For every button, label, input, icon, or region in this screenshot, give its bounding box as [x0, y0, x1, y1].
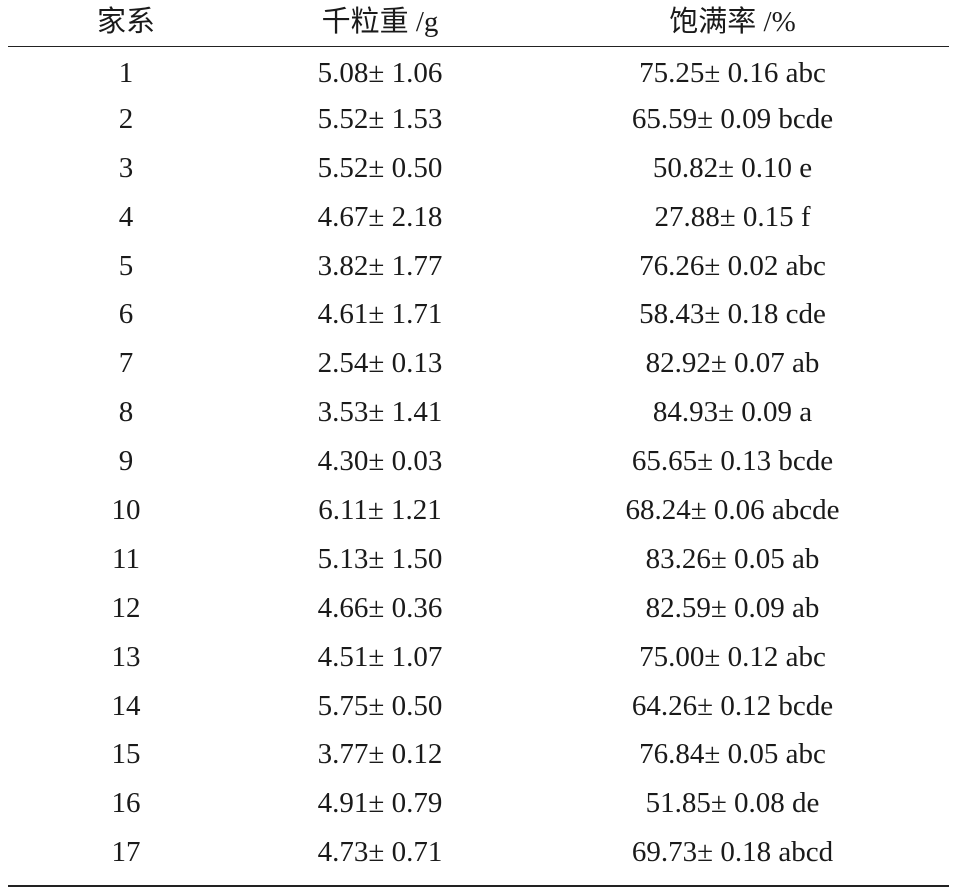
cell-thousand-grain-weight: 5.52± 1.53	[317, 102, 443, 135]
table-row: 11 5.13± 1.50 83.26± 0.05 ab	[8, 535, 949, 584]
cell-thousand-grain-weight: 5.75± 0.50	[317, 689, 443, 722]
cell-family: 7	[118, 347, 134, 380]
table-row: 5 3.82± 1.77 76.26± 0.02 abc	[8, 242, 949, 291]
cell-thousand-grain-weight: 5.13± 1.50	[317, 542, 443, 575]
table-row: 8 3.53± 1.41 84.93± 0.09 a	[8, 388, 949, 437]
table-row: 2 5.52± 1.53 65.59± 0.09 bcde	[8, 95, 949, 144]
cell-family: 16	[111, 787, 141, 820]
cell-family: 1	[118, 57, 134, 90]
table-row: 16 4.91± 0.79 51.85± 0.08 de	[8, 779, 949, 828]
table-row: 14 5.75± 0.50 64.26± 0.12 bcde	[8, 682, 949, 731]
cell-plumpness-rate: 84.93± 0.09 a	[652, 396, 813, 429]
table-row: 6 4.61± 1.71 58.43± 0.18 cde	[8, 290, 949, 339]
table-row: 12 4.66± 0.36 82.59± 0.09 ab	[8, 584, 949, 633]
cell-plumpness-rate: 76.84± 0.05 abc	[639, 738, 826, 771]
cell-thousand-grain-weight: 4.66± 0.36	[317, 591, 443, 624]
cell-thousand-grain-weight: 2.54± 0.13	[317, 347, 443, 380]
cell-plumpness-rate: 76.26± 0.02 abc	[639, 249, 826, 282]
cell-plumpness-rate: 64.26± 0.12 bcde	[631, 689, 834, 722]
cell-plumpness-rate: 68.24± 0.06 abcde	[625, 493, 840, 526]
header-row: 家系 千粒重 /g 饱满率 /%	[8, 0, 949, 46]
cell-family: 12	[111, 591, 141, 624]
table-row: 17 4.73± 0.71 69.73± 0.18 abcd	[8, 828, 949, 877]
cell-thousand-grain-weight: 3.53± 1.41	[317, 396, 443, 429]
cell-plumpness-rate: 75.25± 0.16 abc	[639, 57, 826, 90]
table-row: 10 6.11± 1.21 68.24± 0.06 abcde	[8, 486, 949, 535]
cell-plumpness-rate: 82.92± 0.07 ab	[645, 347, 820, 380]
table-row: 4 4.67± 2.18 27.88± 0.15 f	[8, 193, 949, 242]
cell-thousand-grain-weight: 4.73± 0.71	[317, 836, 443, 869]
cell-thousand-grain-weight: 4.61± 1.71	[317, 298, 443, 331]
cell-family: 5	[118, 249, 134, 282]
cell-family: 10	[111, 493, 141, 526]
data-table-container: 家系 千粒重 /g 饱满率 /% 1 5.08± 1.06 75.25± 0.16 …	[8, 0, 949, 877]
cell-family: 2	[118, 102, 134, 135]
table-row: 15 3.77± 0.12 76.84± 0.05 abc	[8, 730, 949, 779]
cell-thousand-grain-weight: 4.51± 1.07	[317, 640, 443, 673]
table-header: 家系 千粒重 /g 饱满率 /%	[8, 0, 949, 46]
column-header-plumpness-rate: 饱满率 /%	[669, 6, 796, 39]
cell-plumpness-rate: 83.26± 0.05 ab	[645, 542, 820, 575]
cell-plumpness-rate: 75.00± 0.12 abc	[639, 640, 826, 673]
bottom-rule	[8, 885, 949, 887]
table-row: 3 5.52± 0.50 50.82± 0.10 e	[8, 144, 949, 193]
cell-family: 8	[118, 396, 134, 429]
cell-plumpness-rate: 65.65± 0.13 bcde	[631, 445, 834, 478]
table-body: 1 5.08± 1.06 75.25± 0.16 abc 2 5.52± 1.53 65.…	[8, 46, 949, 877]
table-row: 1 5.08± 1.06 75.25± 0.16 abc	[8, 46, 949, 95]
table-row: 13 4.51± 1.07 75.00± 0.12 abc	[8, 633, 949, 682]
cell-family: 14	[111, 689, 141, 722]
cell-plumpness-rate: 51.85± 0.08 de	[645, 787, 820, 820]
cell-thousand-grain-weight: 5.08± 1.06	[317, 57, 443, 90]
data-table: 家系 千粒重 /g 饱满率 /% 1 5.08± 1.06 75.25± 0.16 …	[8, 0, 949, 877]
column-header-family: 家系	[96, 6, 155, 39]
cell-thousand-grain-weight: 6.11± 1.21	[318, 493, 442, 526]
cell-family: 15	[111, 738, 141, 771]
cell-thousand-grain-weight: 4.67± 2.18	[317, 200, 443, 233]
cell-family: 3	[118, 151, 134, 184]
cell-thousand-grain-weight: 4.30± 0.03	[317, 445, 443, 478]
cell-thousand-grain-weight: 3.82± 1.77	[317, 249, 443, 282]
cell-thousand-grain-weight: 5.52± 0.50	[317, 151, 443, 184]
cell-plumpness-rate: 58.43± 0.18 cde	[639, 298, 826, 331]
table-row: 7 2.54± 0.13 82.92± 0.07 ab	[8, 339, 949, 388]
cell-family: 11	[112, 542, 140, 575]
cell-plumpness-rate: 27.88± 0.15 f	[654, 200, 811, 233]
cell-plumpness-rate: 50.82± 0.10 e	[652, 151, 813, 184]
cell-thousand-grain-weight: 4.91± 0.79	[317, 787, 443, 820]
cell-plumpness-rate: 69.73± 0.18 abcd	[631, 836, 834, 869]
cell-family: 9	[118, 445, 134, 478]
cell-family: 4	[118, 200, 134, 233]
cell-plumpness-rate: 82.59± 0.09 ab	[645, 591, 820, 624]
column-header-thousand-grain-weight: 千粒重 /g	[321, 6, 439, 39]
cell-family: 6	[118, 298, 134, 331]
cell-family: 17	[111, 836, 141, 869]
cell-thousand-grain-weight: 3.77± 0.12	[317, 738, 443, 771]
table-row: 9 4.30± 0.03 65.65± 0.13 bcde	[8, 437, 949, 486]
cell-family: 13	[111, 640, 141, 673]
cell-plumpness-rate: 65.59± 0.09 bcde	[631, 102, 834, 135]
